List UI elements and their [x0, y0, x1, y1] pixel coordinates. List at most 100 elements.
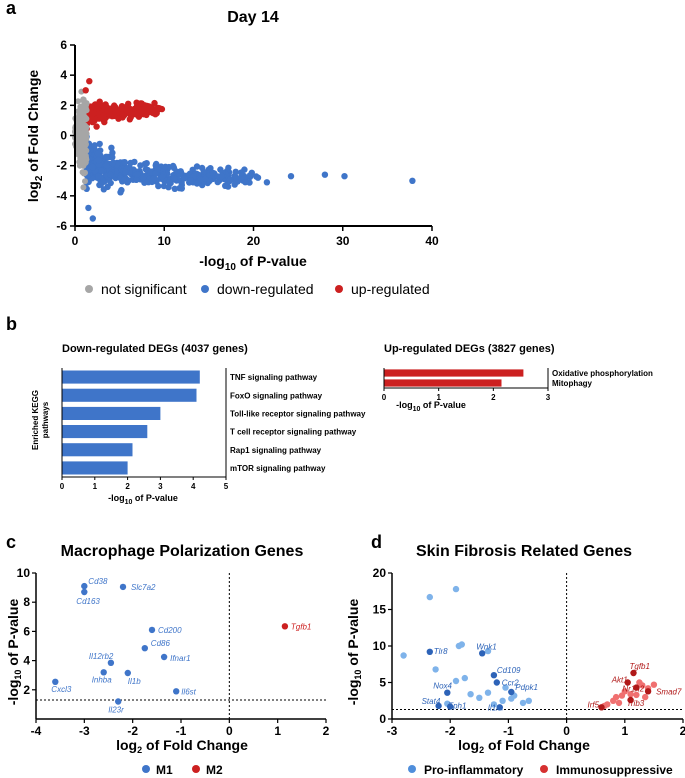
panel-d-title: Skin Fibrosis Related Genes: [416, 543, 632, 560]
down-regulated-point: [193, 180, 201, 187]
gene-point: [479, 650, 486, 657]
pathway-bar: [62, 406, 161, 420]
gene-label: Cd38: [88, 577, 108, 586]
bar-x-tick-label: 0: [382, 393, 387, 402]
gene-point: [490, 701, 498, 708]
gene-point: [52, 678, 59, 685]
panel-a-y-label: log2 of Fold Change: [25, 70, 45, 203]
down-regulated-point: [94, 150, 102, 157]
not-significant-point: [80, 97, 87, 104]
gene-point: [476, 694, 483, 701]
gene-point: [615, 699, 623, 707]
gene-point: [107, 659, 115, 666]
gene-point: [458, 641, 465, 648]
gene-point: [426, 648, 433, 655]
gene-label: Pdpk1: [515, 683, 538, 692]
up-regulated-point: [143, 111, 150, 119]
gene-point: [633, 684, 640, 691]
gene-label: Wnk1: [476, 642, 496, 651]
gene-point: [124, 669, 131, 677]
legend-up-regulated-marker: [335, 285, 343, 293]
pathway-bar: [62, 443, 133, 457]
legend-immunosuppressive-marker: [540, 765, 548, 773]
x-tick-label: -2: [445, 724, 456, 738]
legend-pro-inflammatory: Pro-inflammatory: [424, 763, 524, 777]
gene-point: [452, 585, 460, 593]
y-tick-label: 0: [60, 129, 67, 143]
down-regulated-point: [96, 140, 103, 148]
gene-point: [141, 645, 148, 652]
gene-label: Il6st: [181, 687, 196, 696]
x-tick-label: 10: [158, 234, 172, 248]
gene-label: Smad7: [656, 687, 682, 696]
bar-x-tick-label: 3: [158, 482, 163, 491]
gene-point: [642, 693, 649, 701]
gene-label: Trib3: [627, 699, 645, 708]
x-tick-label: -4: [31, 724, 42, 738]
y-tick-label: -6: [56, 219, 67, 233]
down-regulated-point: [137, 162, 144, 169]
gene-point: [444, 689, 451, 696]
gene-label: Il1rn: [488, 703, 504, 712]
gene-point: [508, 688, 515, 696]
panel-c: c Macrophage Polarization Genes Cd38 Cd16…: [5, 532, 330, 777]
down-regulated-point: [246, 172, 254, 179]
gene-point: [484, 647, 492, 655]
outlier-point: [287, 173, 295, 180]
panel-b-y-label: Enriched KEGGpathways: [31, 390, 50, 450]
pathway-label: Rap1 signaling pathway: [230, 446, 322, 455]
gene-point: [621, 688, 628, 695]
pathway-bar: [62, 370, 200, 384]
down-regulated-point: [177, 168, 184, 175]
legend-m2: M2: [206, 763, 223, 777]
pathway-label: Oxidative phosphorylation: [552, 369, 653, 378]
gene-point: [493, 679, 500, 686]
gene-label: Tph1: [448, 702, 466, 711]
up-regulated-point: [111, 112, 118, 120]
panel-d-letter: d: [371, 532, 382, 552]
down-regulated-point: [100, 186, 108, 193]
panel-b-down-title: Down-regulated DEGs (4037 genes): [62, 343, 248, 355]
gene-label: Tgfb1: [630, 662, 650, 671]
not-significant-point: [77, 109, 83, 116]
gene-label: Il23r: [108, 706, 124, 715]
gene-label: Ccr2: [502, 679, 519, 688]
up-regulated-point: [132, 111, 139, 118]
panel-d-legend: Pro-inflammatory Immunosuppressive: [408, 763, 673, 777]
down-regulated-point: [231, 181, 238, 188]
gene-point: [173, 688, 180, 695]
bar-x-tick-label: 4: [191, 482, 196, 491]
y-tick-label: -4: [56, 189, 67, 203]
gene-point: [630, 669, 637, 677]
down-regulated-point: [109, 154, 116, 161]
down-regulated-point: [218, 172, 225, 180]
not-significant-point: [80, 170, 87, 177]
not-significant-point: [80, 184, 87, 191]
gene-label: Irf5: [588, 700, 600, 709]
panel-b-up-x-label: -log10 of P-value: [396, 400, 466, 413]
gene-point: [447, 703, 454, 710]
down-regulated-point: [107, 171, 114, 179]
down-regulated-point: [187, 177, 194, 184]
gene-point: [598, 704, 605, 711]
panel-c-title: Macrophage Polarization Genes: [61, 543, 304, 560]
down-regulated-point: [122, 168, 129, 176]
gene-point: [160, 653, 168, 661]
y-tick-label: 2: [23, 683, 30, 697]
pathway-label: Mitophagy: [552, 379, 593, 388]
pathway-bar: [62, 461, 128, 475]
down-regulated-point: [209, 169, 216, 176]
gene-point: [400, 652, 407, 659]
outlier-point: [321, 171, 329, 178]
y-tick-label: 6: [23, 624, 30, 638]
gene-point: [432, 666, 439, 673]
not-significant-point: [80, 130, 87, 137]
down-regulated-point: [242, 179, 249, 186]
down-regulated-point: [171, 175, 178, 182]
panel-a-letter: a: [6, 0, 17, 18]
gene-point: [461, 674, 468, 682]
panel-b-up-title: Up-regulated DEGs (3827 genes): [384, 343, 555, 355]
not-significant-point: [75, 98, 82, 105]
